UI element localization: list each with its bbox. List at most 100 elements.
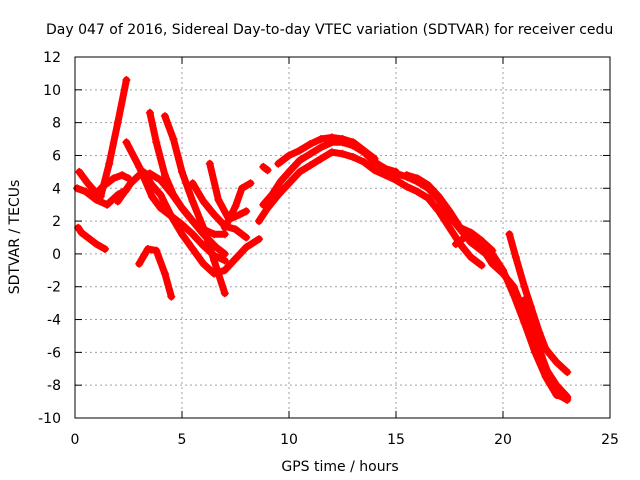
data-point-marker xyxy=(263,166,272,175)
data-point-marker xyxy=(178,230,186,239)
data-point-marker xyxy=(529,322,537,331)
data-point-marker xyxy=(563,395,572,404)
data-point-marker xyxy=(242,233,251,242)
data-point-marker xyxy=(77,228,86,237)
data-point-marker xyxy=(167,212,176,221)
data-point-marker xyxy=(359,146,368,155)
data-point-marker xyxy=(103,200,112,209)
data-point-marker xyxy=(445,207,454,216)
series-line xyxy=(505,230,571,376)
data-point-marker xyxy=(477,243,486,252)
x-tick-label: 25 xyxy=(601,432,619,448)
chart-title: Day 047 of 2016, Sidereal Day-to-day VTE… xyxy=(46,22,613,38)
data-series xyxy=(73,76,572,404)
data-point-marker xyxy=(381,164,390,173)
data-point-marker xyxy=(242,207,251,216)
series-arc-g xyxy=(145,108,229,239)
data-point-marker xyxy=(81,187,90,196)
data-point-marker xyxy=(460,233,469,242)
series-arc-x xyxy=(520,295,572,404)
series-arc-k xyxy=(188,179,251,242)
data-point-marker xyxy=(317,143,326,152)
data-point-marker xyxy=(118,171,127,180)
series-arc-a xyxy=(74,223,109,253)
data-point-marker xyxy=(122,76,131,84)
data-point-marker xyxy=(135,259,144,268)
y-tick-label: 6 xyxy=(52,148,61,164)
data-point-marker xyxy=(413,174,422,183)
data-point-marker xyxy=(276,177,285,186)
series-arc-i xyxy=(135,245,176,301)
data-point-marker xyxy=(295,167,304,176)
data-point-marker xyxy=(113,118,122,127)
data-point-marker xyxy=(327,133,336,142)
data-point-marker xyxy=(424,181,433,189)
data-point-marker xyxy=(445,223,454,232)
y-tick-label: -2 xyxy=(47,280,61,296)
y-tick-label: 8 xyxy=(52,116,61,132)
data-point-marker xyxy=(259,162,268,171)
data-point-marker xyxy=(554,391,563,399)
data-point-marker xyxy=(199,259,208,268)
data-point-marker xyxy=(563,368,572,377)
series-arc-m xyxy=(220,179,255,232)
data-point-marker xyxy=(434,207,443,216)
data-point-marker xyxy=(105,159,114,168)
series-arc-h xyxy=(139,167,263,278)
data-point-marker xyxy=(169,135,178,143)
data-point-marker xyxy=(295,146,304,155)
data-point-marker xyxy=(205,159,214,168)
data-point-marker xyxy=(83,233,92,242)
y-tick-label: -8 xyxy=(47,378,61,394)
data-point-marker xyxy=(156,204,165,212)
data-point-marker xyxy=(231,202,240,211)
data-point-marker xyxy=(152,138,161,147)
data-point-marker xyxy=(231,254,240,263)
series-line xyxy=(255,148,400,225)
data-point-marker xyxy=(499,269,507,278)
data-point-marker xyxy=(520,295,529,304)
data-point-marker xyxy=(488,259,497,268)
data-point-marker xyxy=(199,223,208,232)
data-point-marker xyxy=(370,154,379,163)
data-point-marker xyxy=(317,154,326,163)
data-point-marker xyxy=(338,135,347,143)
x-tick-label: 5 xyxy=(178,432,187,448)
data-point-marker xyxy=(359,158,368,166)
data-point-marker xyxy=(188,217,197,226)
data-point-marker xyxy=(295,156,304,165)
data-point-marker xyxy=(456,223,465,232)
x-tick-label: 20 xyxy=(494,432,512,448)
data-point-marker xyxy=(113,197,122,206)
data-point-marker xyxy=(392,169,400,178)
series-arc-r xyxy=(392,176,486,270)
data-point-marker xyxy=(135,162,144,171)
data-point-marker xyxy=(167,292,176,301)
data-point-marker xyxy=(285,179,293,188)
data-point-marker xyxy=(160,112,169,121)
data-point-marker xyxy=(210,256,219,265)
data-point-marker xyxy=(263,204,272,212)
data-point-marker xyxy=(370,166,379,175)
data-point-marker xyxy=(255,235,263,244)
x-tick-label: 0 xyxy=(71,432,80,448)
data-point-marker xyxy=(237,184,246,193)
data-point-marker xyxy=(139,167,148,176)
data-point-marker xyxy=(424,194,433,203)
data-point-marker xyxy=(434,192,443,201)
data-point-marker xyxy=(214,195,223,204)
data-point-marker xyxy=(188,179,197,188)
data-point-marker xyxy=(477,261,486,270)
tick-labels: 0 5 10 15 20 25 -10 -8 -6 -4 -2 0 2 4 6 8 10 12 xyxy=(38,50,619,448)
data-point-marker xyxy=(255,217,263,226)
data-point-marker xyxy=(152,246,161,255)
data-point-marker xyxy=(75,167,84,176)
data-point-marker xyxy=(220,289,229,298)
series-line xyxy=(97,76,130,200)
data-point-marker xyxy=(188,230,197,239)
data-point-marker xyxy=(199,197,208,206)
data-point-marker xyxy=(242,243,251,252)
data-point-marker xyxy=(338,149,347,158)
data-point-marker xyxy=(220,256,229,265)
data-point-marker xyxy=(74,223,83,232)
